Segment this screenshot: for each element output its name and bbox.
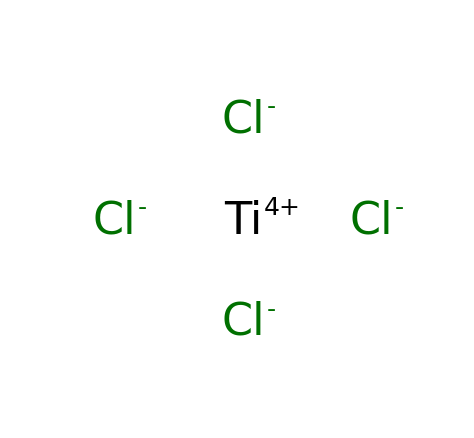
Text: -: -	[266, 95, 276, 119]
Text: 4+: 4+	[264, 196, 301, 220]
Text: Ti: Ti	[224, 200, 262, 243]
Text: -: -	[138, 196, 147, 220]
Text: -: -	[395, 196, 404, 220]
Text: Cl: Cl	[221, 99, 264, 141]
Text: Cl: Cl	[221, 301, 264, 344]
Text: Cl: Cl	[350, 200, 393, 243]
Text: -: -	[266, 297, 276, 321]
Text: Cl: Cl	[92, 200, 136, 243]
